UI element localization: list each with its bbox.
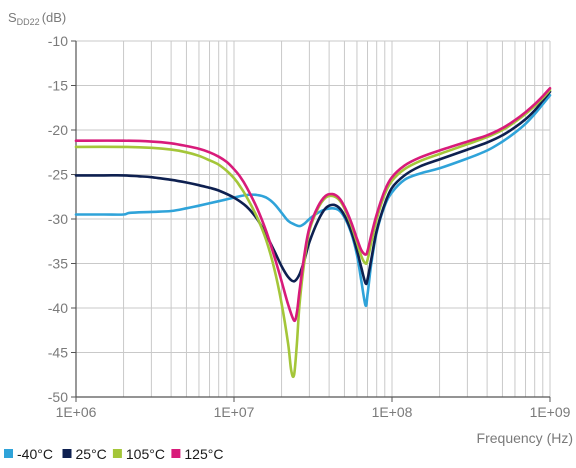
x-tick-label: 1E+08 xyxy=(372,404,413,420)
x-tick-label: 1E+07 xyxy=(214,404,255,420)
x-tick-label: 1E+06 xyxy=(56,404,97,420)
legend-label: -40°C xyxy=(17,446,53,462)
y-axis-label-unit: (dB) xyxy=(42,10,67,25)
y-tick-label: -30 xyxy=(48,211,68,227)
y-tick-label: -50 xyxy=(48,389,68,405)
series-line xyxy=(74,94,552,308)
y-tick-label: -25 xyxy=(48,167,68,183)
legend-label: 105°C xyxy=(126,446,165,462)
y-axis-label-subscript: DD22 xyxy=(17,17,40,27)
series-line xyxy=(74,86,552,323)
legend-label: 125°C xyxy=(184,446,223,462)
y-tick-label: -35 xyxy=(48,256,68,272)
legend-swatch xyxy=(171,449,181,458)
y-axis-label-main: S xyxy=(8,10,17,25)
series-line xyxy=(74,90,552,286)
y-tick-label: -45 xyxy=(48,345,68,361)
series-lines xyxy=(74,86,552,378)
axes xyxy=(71,40,551,402)
y-tick-label: -40 xyxy=(48,300,68,316)
y-axis-label: SDD22 (dB) xyxy=(8,10,66,27)
y-tick-label: -10 xyxy=(48,33,68,49)
legend: -40°C 25°C 105°C 125°C xyxy=(4,446,223,462)
x-axis-label: Frequency (Hz) xyxy=(477,430,573,446)
legend-label: 25°C xyxy=(76,446,107,462)
x-tick-label: 1E+09 xyxy=(530,404,571,420)
legend-swatch xyxy=(112,449,122,458)
y-tick-label: -15 xyxy=(48,78,68,94)
legend-swatch xyxy=(62,449,72,458)
legend-swatch xyxy=(4,449,13,458)
y-tick-label: -20 xyxy=(48,122,68,138)
